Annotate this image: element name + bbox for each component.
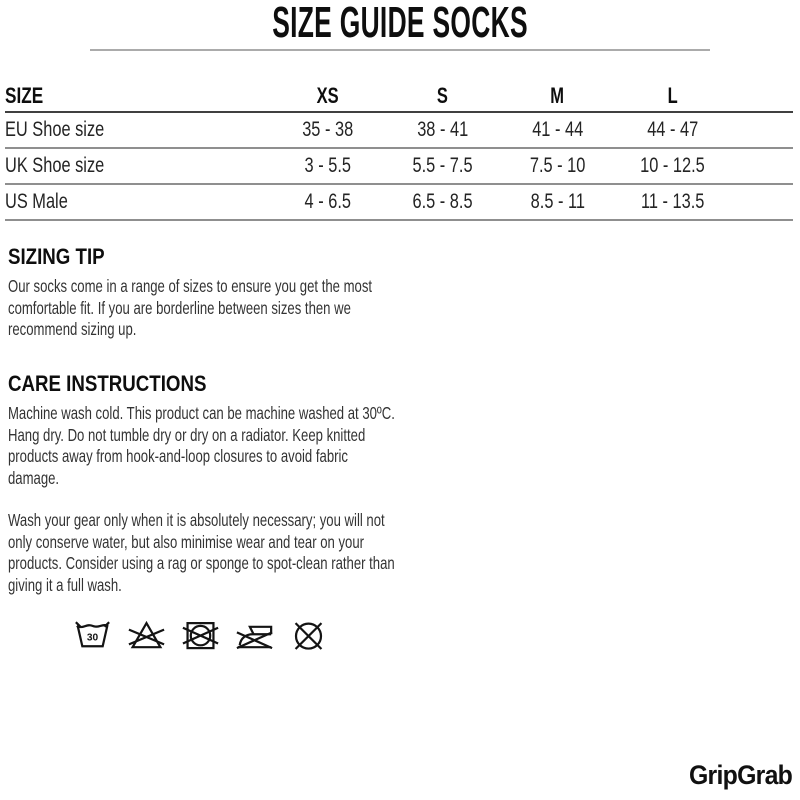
do-not-tumble-dry-icon xyxy=(182,622,219,650)
table-row-uk-shoe-size: UK Shoe size 3 - 5.5 5.5 - 7.5 7.5 - 10 … xyxy=(5,148,793,185)
paragraph-line: Our socks come in a range of sizes to en… xyxy=(8,276,373,296)
size-table-header-row: SIZE XS S M L xyxy=(5,83,793,113)
care-symbols-row: 30 xyxy=(74,616,327,658)
row-label: EU Shoe size xyxy=(5,112,270,149)
cell-spacer xyxy=(730,148,793,185)
gripgrab-logo: GripGrab xyxy=(688,760,793,790)
cell-spacer xyxy=(730,112,793,149)
paragraph-line: comfortable fit. If you are borderline b… xyxy=(8,297,351,318)
care-instructions-paragraph-1: Machine wash cold. This product can be m… xyxy=(8,403,524,489)
paragraph-line: products. Consider using a rag or sponge… xyxy=(8,553,395,573)
paragraph-line: products away from hook-and-loop closure… xyxy=(8,446,348,466)
size-table-header-m: M xyxy=(500,83,615,113)
row-label: US Male xyxy=(5,184,270,221)
paragraph-line: Hang dry. Do not tumble dry or dry on a … xyxy=(8,424,366,445)
cell-uk-s: 5.5 - 7.5 xyxy=(385,148,500,185)
size-table-header-spacer xyxy=(730,83,793,113)
paragraph-line: recommend sizing up. xyxy=(8,319,137,339)
paragraph-line: Machine wash cold. This product can be m… xyxy=(8,403,395,423)
cell-spacer xyxy=(730,184,793,221)
paragraph-line: giving it a full wash. xyxy=(8,574,122,595)
size-table-header-xs: XS xyxy=(270,83,385,113)
title-divider xyxy=(90,49,710,51)
do-not-bleach-icon xyxy=(128,620,165,649)
cell-uk-l: 10 - 12.5 xyxy=(615,148,730,185)
care-instructions-heading: CARE INSTRUCTIONS xyxy=(8,371,207,396)
size-table-header-size: SIZE xyxy=(5,83,270,113)
do-not-iron-icon xyxy=(236,625,273,650)
cell-eu-m: 41 - 44 xyxy=(500,112,615,149)
paragraph-line: only conserve water, but also minimise w… xyxy=(8,531,365,552)
size-table-header-s: S xyxy=(385,83,500,113)
do-not-dry-clean-icon xyxy=(294,622,323,650)
cell-eu-xs: 35 - 38 xyxy=(270,112,385,149)
sizing-tip-text: Our socks come in a range of sizes to en… xyxy=(8,276,493,341)
wash-30-icon: 30 xyxy=(75,621,110,648)
cell-uk-m: 7.5 - 10 xyxy=(500,148,615,185)
table-row-us-male: US Male 4 - 6.5 6.5 - 8.5 8.5 - 11 11 - … xyxy=(5,184,793,221)
sizing-tip-heading: SIZING TIP xyxy=(8,244,105,269)
svg-text:30: 30 xyxy=(87,633,99,644)
cell-us-s: 6.5 - 8.5 xyxy=(385,184,500,221)
page-title: SIZE GUIDE SOCKS xyxy=(272,0,528,47)
cell-us-xs: 4 - 6.5 xyxy=(270,184,385,221)
size-table: SIZE XS S M L EU Shoe size 35 - 38 38 - … xyxy=(5,83,793,221)
cell-uk-xs: 3 - 5.5 xyxy=(270,148,385,185)
cell-us-l: 11 - 13.5 xyxy=(615,184,730,221)
table-row-eu-shoe-size: EU Shoe size 35 - 38 38 - 41 41 - 44 44 … xyxy=(5,112,793,149)
cell-us-m: 8.5 - 11 xyxy=(500,184,615,221)
size-table-header-l: L xyxy=(615,83,730,113)
row-label: UK Shoe size xyxy=(5,148,270,185)
paragraph-line: Wash your gear only when it is absolutel… xyxy=(8,510,385,530)
cell-eu-s: 38 - 41 xyxy=(385,112,500,149)
paragraph-line: damage. xyxy=(8,467,60,488)
cell-eu-l: 44 - 47 xyxy=(615,112,730,149)
care-instructions-paragraph-2: Wash your gear only when it is absolutel… xyxy=(8,510,524,596)
